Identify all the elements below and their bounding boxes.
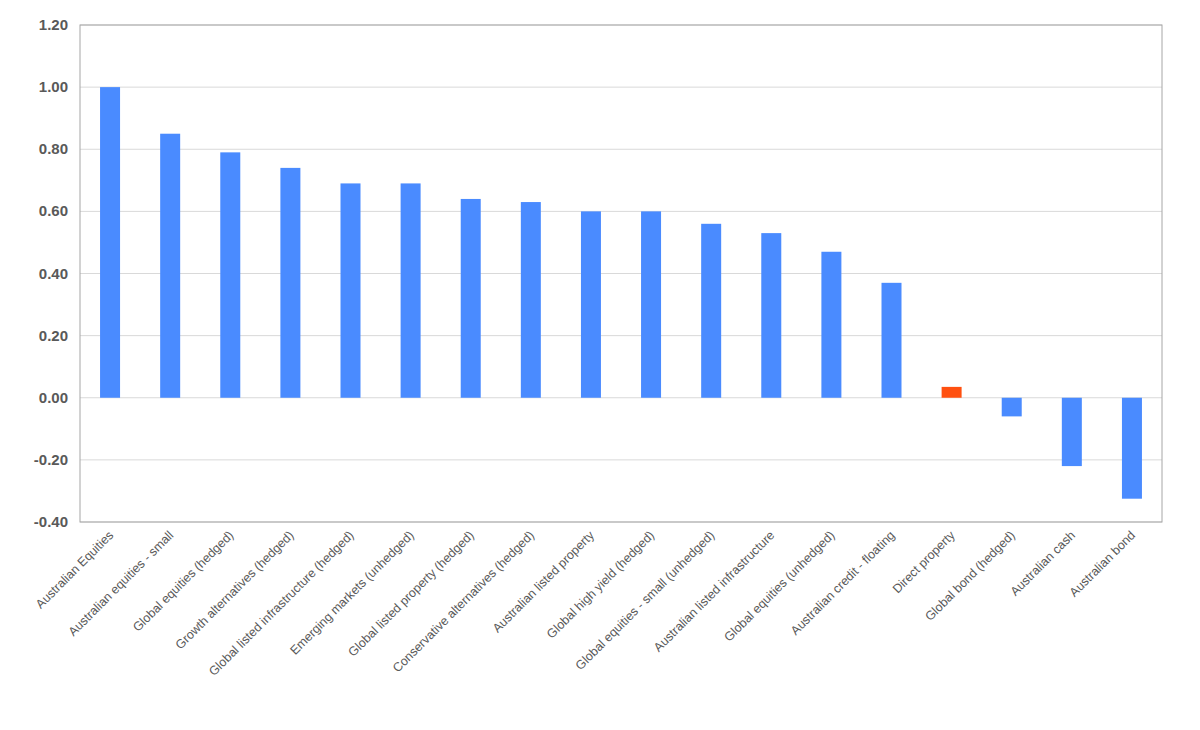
bar <box>701 224 721 398</box>
bar <box>220 152 240 397</box>
bar <box>1002 398 1022 417</box>
bar <box>401 183 421 397</box>
x-tick-label: Global equities (hedged) <box>130 528 236 634</box>
grid-line <box>80 335 1162 336</box>
bar <box>341 183 361 397</box>
grid-line <box>80 397 1162 398</box>
bar <box>942 387 962 398</box>
grid-line <box>80 459 1162 460</box>
bar <box>1122 398 1142 499</box>
grid-line <box>80 211 1162 212</box>
bar <box>821 252 841 398</box>
x-axis: Australian EquitiesAustralian equities -… <box>33 528 1138 679</box>
bar <box>641 211 661 397</box>
bar <box>160 134 180 398</box>
y-tick-label: 0.60 <box>39 202 68 219</box>
x-tick-label: Australian listed infrastructure <box>651 528 777 654</box>
bar <box>1062 398 1082 466</box>
y-tick-label: 0.20 <box>39 327 68 344</box>
grid <box>80 25 1162 522</box>
bar <box>461 199 481 398</box>
y-tick-label: -0.20 <box>34 451 68 468</box>
y-tick-label: 1.00 <box>39 78 68 95</box>
bar <box>100 87 120 398</box>
x-tick-label: Australian credit - floating <box>788 528 898 638</box>
x-tick-label: Global bond (hedged) <box>922 528 1017 623</box>
grid-line <box>80 87 1162 88</box>
grid-line <box>80 149 1162 150</box>
y-axis: -0.40 -0.20 0.00 0.20 0.40 0.60 0.80 1.00 1.20 <box>34 16 68 530</box>
x-tick-label: Global equities (unhedged) <box>721 528 837 644</box>
y-tick-label: -0.40 <box>34 513 68 530</box>
x-tick-label: Australian bond <box>1067 528 1138 599</box>
y-tick-label: 0.80 <box>39 140 68 157</box>
bars <box>100 87 1142 499</box>
bar <box>581 211 601 397</box>
bar <box>521 202 541 398</box>
x-tick-label: Australian listed property <box>490 528 598 636</box>
chart: -0.40 -0.20 0.00 0.20 0.40 0.60 0.80 1.00 1.20 Au… <box>0 0 1200 730</box>
bar <box>882 283 902 398</box>
bar <box>761 233 781 398</box>
y-tick-label: 1.20 <box>39 16 68 33</box>
grid-line <box>80 273 1162 274</box>
x-tick-label: Global high yield (hedged) <box>544 528 657 641</box>
x-tick-label: Emerging markets (unhedged) <box>287 528 416 657</box>
x-tick-label: Australian equities - small <box>66 528 177 639</box>
plot-frame <box>80 25 1162 522</box>
x-tick-label: Growth alternatives (hedged) <box>173 528 297 652</box>
y-tick-label: 0.40 <box>39 265 68 282</box>
y-tick-label: 0.00 <box>39 389 68 406</box>
x-tick-label: Direct property <box>890 528 958 596</box>
x-tick-label: Global listed property (hedged) <box>346 528 477 659</box>
bar <box>280 168 300 398</box>
